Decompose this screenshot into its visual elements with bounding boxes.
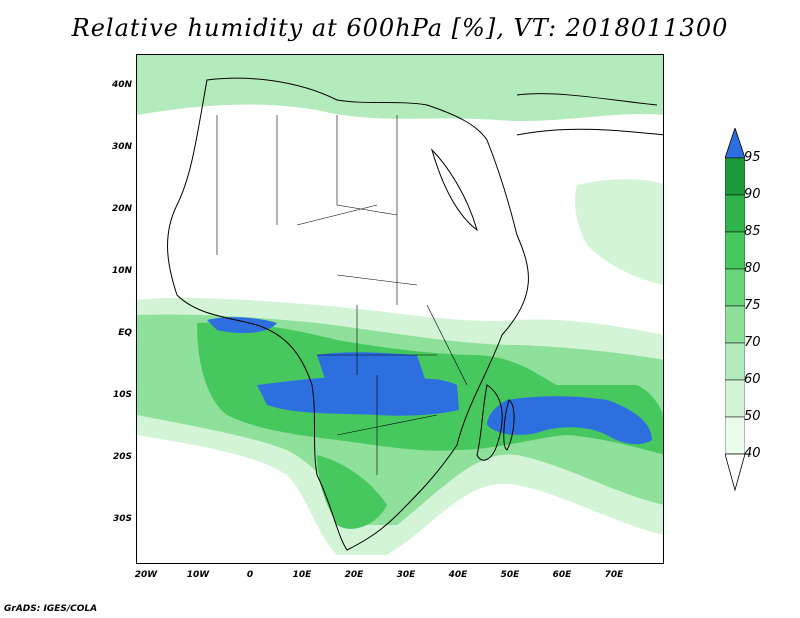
colorbar-label-90: 90 xyxy=(744,187,761,202)
lat-label-20n: 20N xyxy=(111,204,132,214)
colorbar-segment-90-95 xyxy=(725,157,745,196)
lat-label-20s: 20S xyxy=(112,452,132,462)
lon-label-70e: 70E xyxy=(604,570,624,580)
colorbar-segment-75-80 xyxy=(725,268,745,307)
colorbar-label-70: 70 xyxy=(744,335,761,350)
lat-label-eq: EQ xyxy=(118,328,132,338)
lon-label-10e: 10E xyxy=(292,570,312,580)
colorbar-label-95: 95 xyxy=(744,150,761,165)
lon-label-0: 0 xyxy=(246,570,254,580)
lon-label-20w: 20W xyxy=(134,570,158,580)
colorbar-triangle-top xyxy=(725,128,745,159)
colorbar-label-50: 50 xyxy=(744,409,761,424)
colorbar-segment-50-60 xyxy=(725,379,745,418)
country-borders xyxy=(216,115,468,475)
colorbar-segment-40-50 xyxy=(725,416,745,455)
lon-label-50e: 50E xyxy=(500,570,520,580)
lon-label-20e: 20E xyxy=(344,570,364,580)
coastlines xyxy=(167,77,663,551)
lat-label-40n: 40N xyxy=(111,80,132,90)
colorbar-label-60: 60 xyxy=(744,372,761,387)
lon-label-60e: 60E xyxy=(552,570,572,580)
lon-label-40e: 40E xyxy=(448,570,468,580)
lon-label-30e: 30E xyxy=(396,570,416,580)
colorbar-triangle-bottom xyxy=(725,453,745,492)
colorbar-label-75: 75 xyxy=(744,298,761,313)
colorbar-segment-80-85 xyxy=(725,231,745,270)
humidity-field xyxy=(137,55,663,555)
colorbar-label-80: 80 xyxy=(744,261,761,276)
map-panel xyxy=(136,54,664,564)
lat-label-30n: 30N xyxy=(111,142,132,152)
lat-label-10n: 10N xyxy=(111,266,132,276)
colorbar-label-40: 40 xyxy=(744,446,761,461)
colorbar-segment-85-90 xyxy=(725,194,745,233)
footer-credit: GrADS: IGES/COLA xyxy=(4,604,98,614)
chart-title: Relative humidity at 600hPa [%], VT: 201… xyxy=(71,14,729,42)
colorbar xyxy=(725,128,745,492)
colorbar-segment-60-70 xyxy=(725,342,745,381)
humidity-map xyxy=(137,55,663,555)
colorbar-segment-70-75 xyxy=(725,305,745,344)
colorbar-label-85: 85 xyxy=(744,224,761,239)
lat-label-10s: 10S xyxy=(112,390,132,400)
lon-label-10w: 10W xyxy=(186,570,210,580)
lat-label-30s: 30S xyxy=(112,514,132,524)
